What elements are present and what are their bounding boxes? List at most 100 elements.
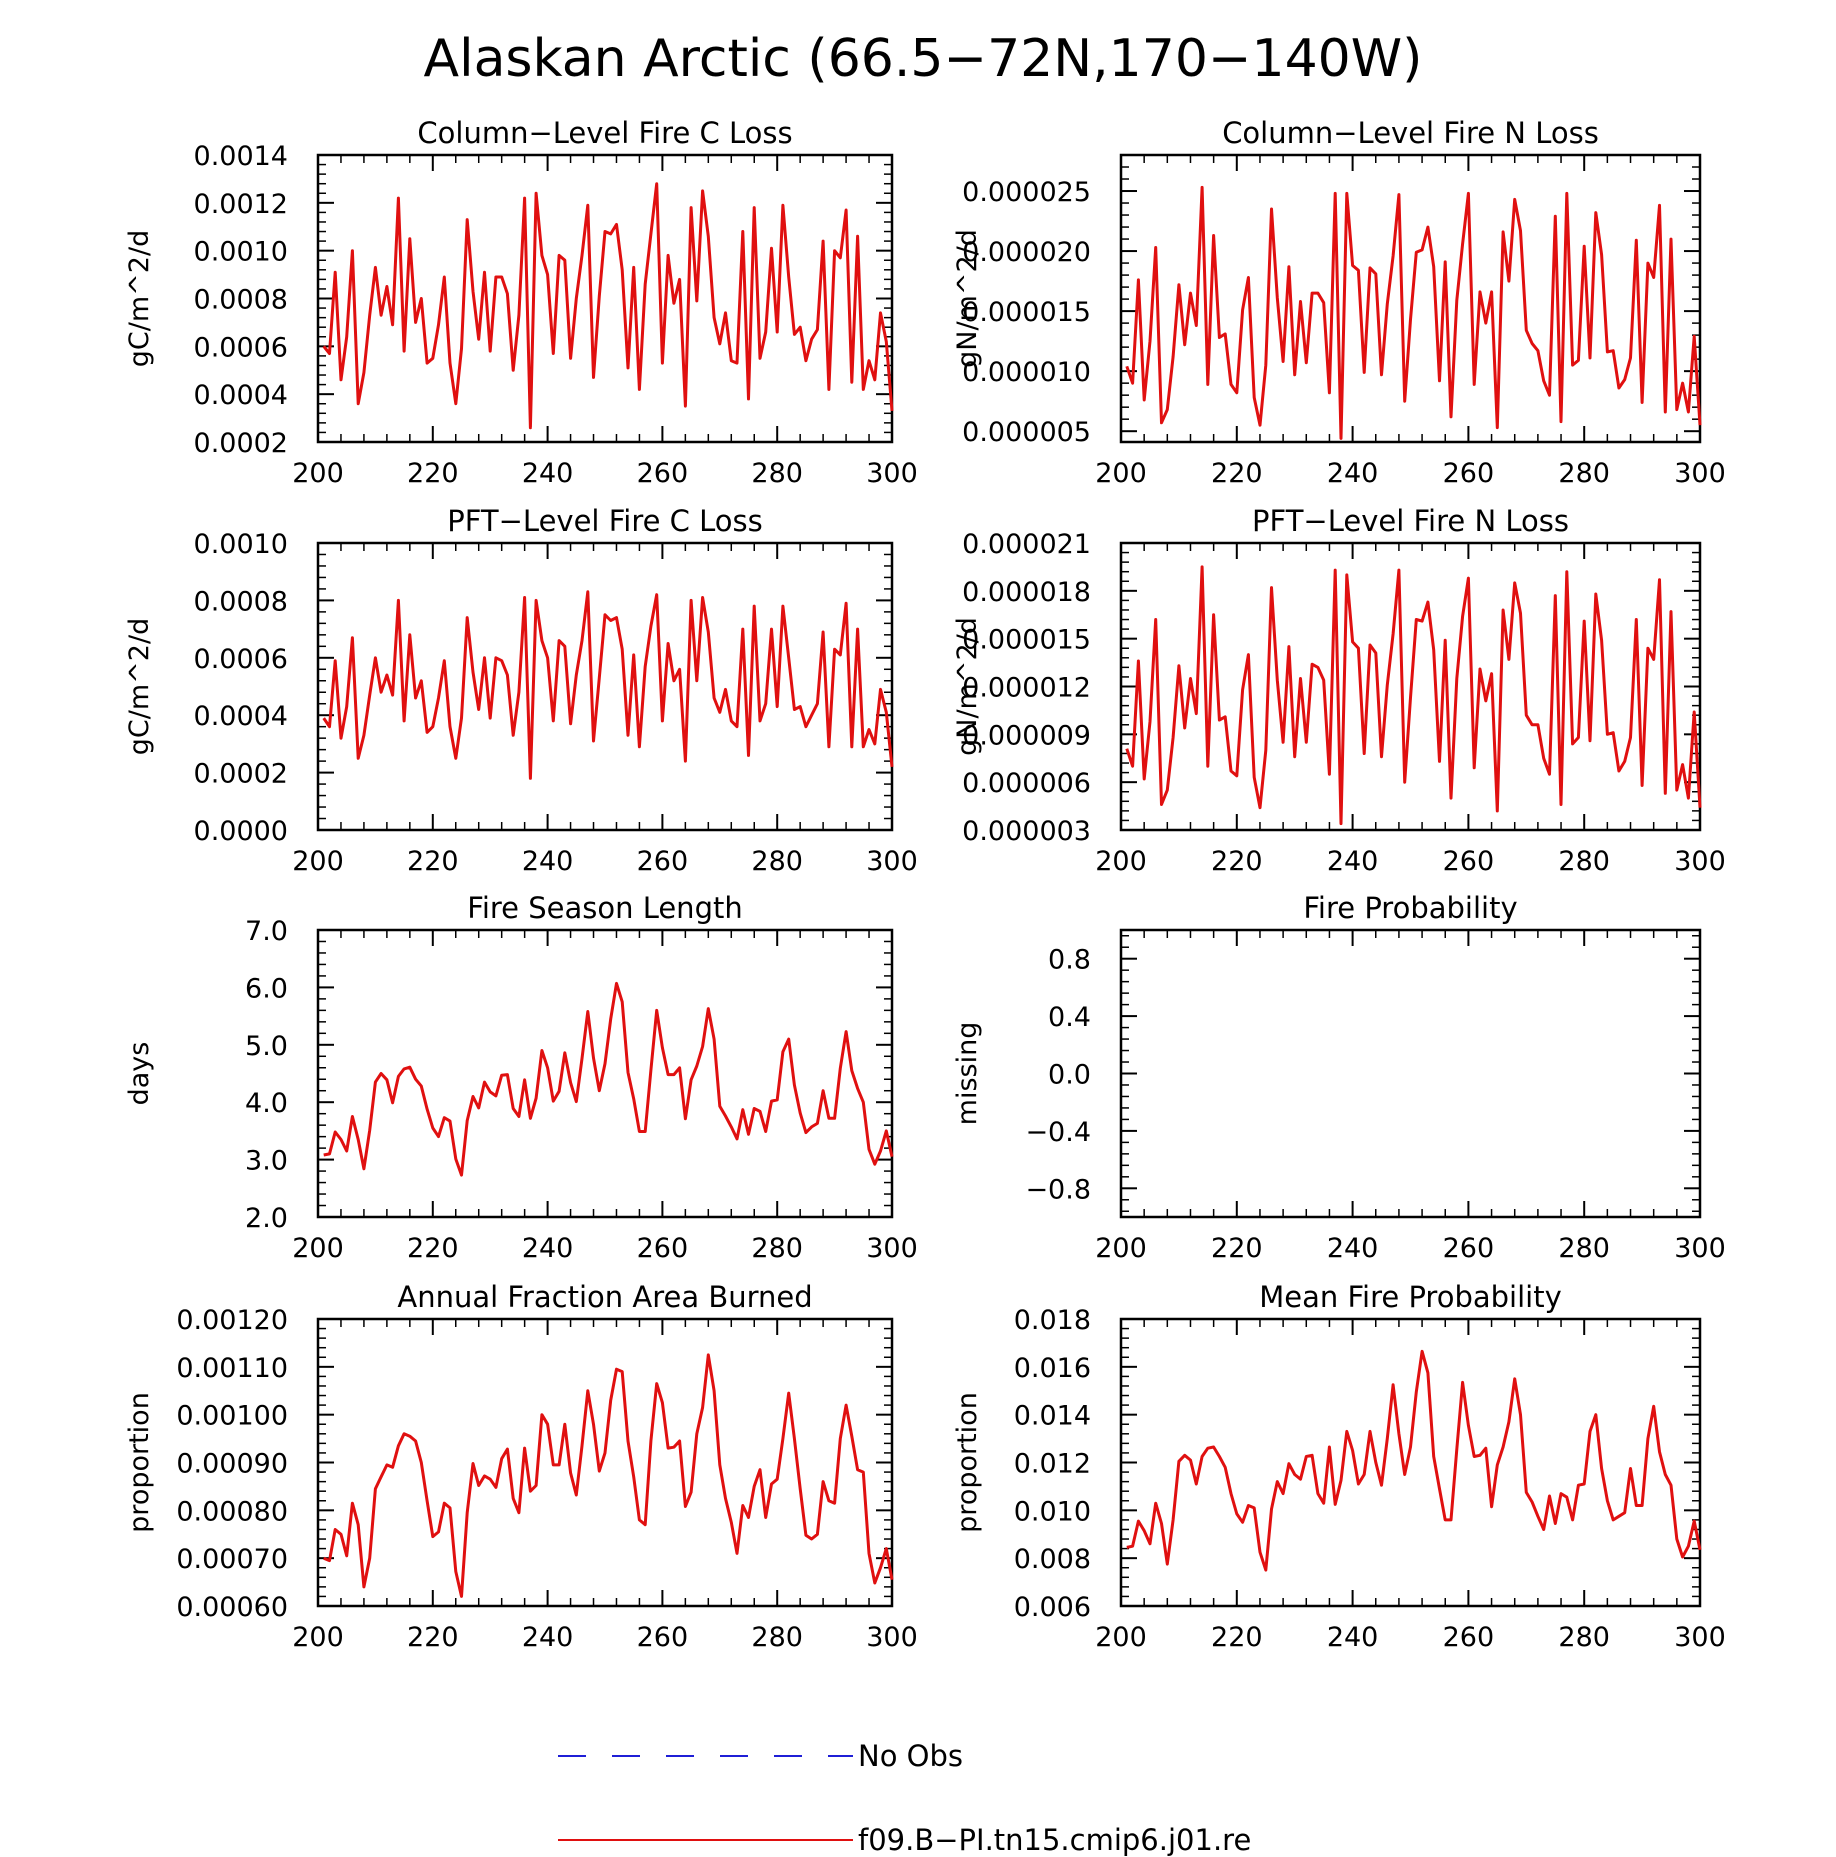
series-line bbox=[1126, 1349, 1702, 1572]
y-tick-label: 0.008 bbox=[1014, 1544, 1091, 1575]
x-tick-label: 240 bbox=[522, 1233, 574, 1264]
y-tick-label: 0.0000 bbox=[194, 816, 288, 847]
x-tick-label: 240 bbox=[522, 1622, 574, 1653]
x-tick-label: 200 bbox=[1095, 846, 1147, 877]
x-tick-label: 260 bbox=[637, 846, 689, 877]
chart-panel-4: 200 220 240 260 280 300 0.000003 0.000006 0.0000… bbox=[952, 504, 1726, 877]
x-tick-label: 280 bbox=[1558, 1233, 1610, 1264]
y-tick-label: 0.00060 bbox=[176, 1592, 288, 1623]
y-tick-label: 0.000006 bbox=[962, 768, 1091, 799]
x-tick-label: 220 bbox=[407, 846, 459, 877]
x-tick-label: 300 bbox=[1674, 1622, 1726, 1653]
y-tick-label: 6.0 bbox=[245, 973, 288, 1004]
x-tick-label: 220 bbox=[1211, 1233, 1263, 1264]
x-tick-label: 300 bbox=[1674, 846, 1726, 877]
plot-frame bbox=[1119, 153, 1702, 444]
plot-frame bbox=[316, 153, 894, 444]
chart-panel-8: 200 220 240 260 280 300 0.006 0.008 0.010 0.012 0.… bbox=[952, 1280, 1726, 1653]
y-tick-label: 0.0002 bbox=[194, 428, 288, 459]
y-tick-label: 0.000009 bbox=[962, 720, 1091, 751]
x-tick-label: 260 bbox=[637, 1233, 689, 1264]
y-tick-label: 0.0010 bbox=[194, 237, 288, 268]
chart-panel-7: 200 220 240 260 280 300 0.00060 0.00070 0.00080 0… bbox=[124, 1280, 918, 1653]
y-axis-label: gC/m^2/d bbox=[124, 618, 155, 755]
x-tick-label: 220 bbox=[1211, 1622, 1263, 1653]
y-tick-label: 3.0 bbox=[245, 1146, 288, 1177]
x-tick-label: 260 bbox=[637, 458, 689, 489]
y-tick-label: 0.8 bbox=[1048, 945, 1091, 976]
y-tick-label: 0.0008 bbox=[194, 586, 288, 617]
y-axis-label: proportion bbox=[952, 1392, 983, 1533]
panel-title: Column−Level Fire N Loss bbox=[1222, 116, 1599, 150]
y-tick-label: 0.0002 bbox=[194, 759, 288, 790]
y-tick-label: 0.006 bbox=[1014, 1592, 1091, 1623]
y-axis-label: days bbox=[124, 1042, 155, 1106]
x-tick-label: 260 bbox=[1443, 846, 1495, 877]
y-axis-label: missing bbox=[952, 1022, 983, 1126]
panel-title: PFT−Level Fire N Loss bbox=[1252, 504, 1569, 538]
series-line bbox=[1125, 185, 1702, 440]
x-tick-label: 260 bbox=[1443, 458, 1495, 489]
chart-panel-5: 200 220 240 260 280 300 2.0 3.0 4.0 5.0 6.0 7.0 Fire… bbox=[124, 891, 918, 1264]
x-tick-label: 200 bbox=[1095, 1622, 1147, 1653]
x-tick-label: 220 bbox=[1211, 846, 1263, 877]
y-tick-label: 7.0 bbox=[245, 916, 288, 947]
panel-title: Fire Season Length bbox=[467, 891, 742, 925]
chart-panel-2: 200 220 240 260 280 300 0.000005 0.000010 0.0000… bbox=[952, 116, 1726, 489]
x-tick-label: 200 bbox=[292, 458, 344, 489]
x-tick-label: 280 bbox=[751, 1233, 803, 1264]
y-tick-label: 0.0012 bbox=[194, 189, 288, 220]
y-tick-label: 0.000018 bbox=[962, 577, 1091, 608]
x-tick-label: 220 bbox=[407, 458, 459, 489]
y-tick-label: 0.0008 bbox=[194, 285, 288, 316]
series-line bbox=[322, 590, 894, 780]
legend-model-label: f09.B−PI.tn15.cmip6.j01.re bbox=[858, 1823, 1251, 1857]
x-tick-label: 300 bbox=[1674, 1233, 1726, 1264]
y-tick-label: 0.000021 bbox=[962, 529, 1091, 560]
plot-frame bbox=[1119, 1317, 1702, 1608]
x-tick-label: 280 bbox=[1558, 846, 1610, 877]
series-line bbox=[323, 1353, 894, 1598]
x-tick-label: 240 bbox=[522, 846, 574, 877]
x-tick-label: 280 bbox=[751, 458, 803, 489]
y-tick-label: 0.014 bbox=[1014, 1401, 1091, 1432]
y-tick-label: 0.010 bbox=[1014, 1496, 1091, 1527]
x-tick-label: 220 bbox=[407, 1233, 459, 1264]
y-tick-label: 0.016 bbox=[1014, 1353, 1091, 1384]
series-line bbox=[322, 182, 894, 430]
y-axis-label: gN/m^2/d bbox=[952, 617, 983, 756]
chart-panel-1: 200 220 240 260 280 300 0.0002 0.0004 0.0006 0.00… bbox=[124, 116, 918, 489]
x-tick-label: 300 bbox=[866, 1233, 918, 1264]
y-tick-label: 0.000015 bbox=[962, 297, 1091, 328]
y-tick-label: 0.012 bbox=[1014, 1449, 1091, 1480]
y-tick-label: 0.00100 bbox=[176, 1401, 288, 1432]
y-tick-label: 4.0 bbox=[245, 1088, 288, 1119]
y-axis-label: proportion bbox=[124, 1392, 155, 1533]
x-tick-label: 200 bbox=[1095, 1233, 1147, 1264]
x-tick-label: 220 bbox=[1211, 458, 1263, 489]
x-tick-label: 200 bbox=[292, 846, 344, 877]
y-tick-label: 0.00080 bbox=[176, 1496, 288, 1527]
panels: 200 220 240 260 280 3000.00020.00040.00060.00… bbox=[124, 116, 1726, 1653]
chart-panel-3: 200 220 240 260 280 300 0.0000 0.0002 0.0004 0.00… bbox=[124, 504, 918, 877]
y-tick-label: 0.000012 bbox=[962, 673, 1091, 704]
plot-frame bbox=[316, 1317, 894, 1608]
panel-title: Mean Fire Probability bbox=[1259, 1280, 1562, 1314]
y-tick-label: 2.0 bbox=[245, 1203, 288, 1234]
y-tick-label: 0.018 bbox=[1014, 1305, 1091, 1336]
x-tick-label: 240 bbox=[1327, 846, 1379, 877]
y-tick-label: 0.0004 bbox=[194, 380, 288, 411]
y-tick-label: 0.000005 bbox=[962, 417, 1091, 448]
panel-title: Annual Fraction Area Burned bbox=[397, 1280, 812, 1314]
panel-title: Column−Level Fire C Loss bbox=[417, 116, 792, 150]
y-tick-label: 0.000003 bbox=[962, 816, 1091, 847]
x-tick-label: 260 bbox=[637, 1622, 689, 1653]
y-tick-label: 0.000025 bbox=[962, 177, 1091, 208]
y-tick-label: 0.000010 bbox=[962, 357, 1091, 388]
x-tick-label: 280 bbox=[751, 846, 803, 877]
series-line bbox=[1125, 565, 1702, 826]
series-line bbox=[323, 981, 894, 1177]
x-tick-label: 300 bbox=[866, 846, 918, 877]
y-tick-label: 0.0004 bbox=[194, 701, 288, 732]
x-tick-label: 200 bbox=[1095, 458, 1147, 489]
